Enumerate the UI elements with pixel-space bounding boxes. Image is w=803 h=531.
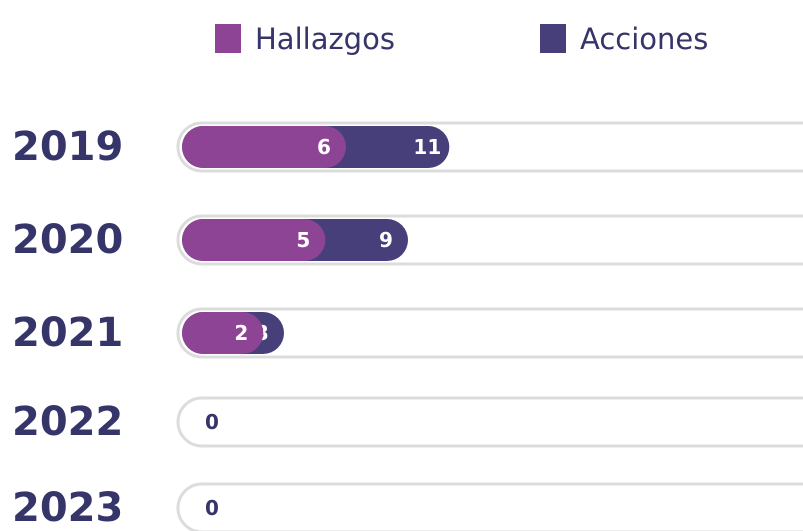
- category-label: 2020: [12, 217, 123, 263]
- value-label: 0: [205, 410, 219, 434]
- value-label: 0: [205, 496, 219, 520]
- track: [176, 482, 803, 531]
- bar: [182, 126, 346, 168]
- category-label: 2022: [12, 399, 123, 445]
- category-label: 2019: [12, 124, 123, 170]
- category-label: 2021: [12, 310, 123, 356]
- legend-swatch: [215, 24, 241, 53]
- track: [176, 396, 803, 448]
- legend-label: Hallazgos: [255, 22, 395, 56]
- value-label: 9: [379, 228, 393, 252]
- category-label: 2023: [12, 485, 123, 531]
- legend-label: Acciones: [580, 22, 708, 56]
- bar: [182, 219, 326, 261]
- value-label: 5: [296, 228, 310, 252]
- legend-swatch: [540, 24, 566, 53]
- track: [176, 307, 803, 359]
- value-label: 6: [317, 135, 331, 159]
- bar: [182, 312, 264, 354]
- value-label: 2: [234, 321, 248, 345]
- value-label: 11: [413, 135, 441, 159]
